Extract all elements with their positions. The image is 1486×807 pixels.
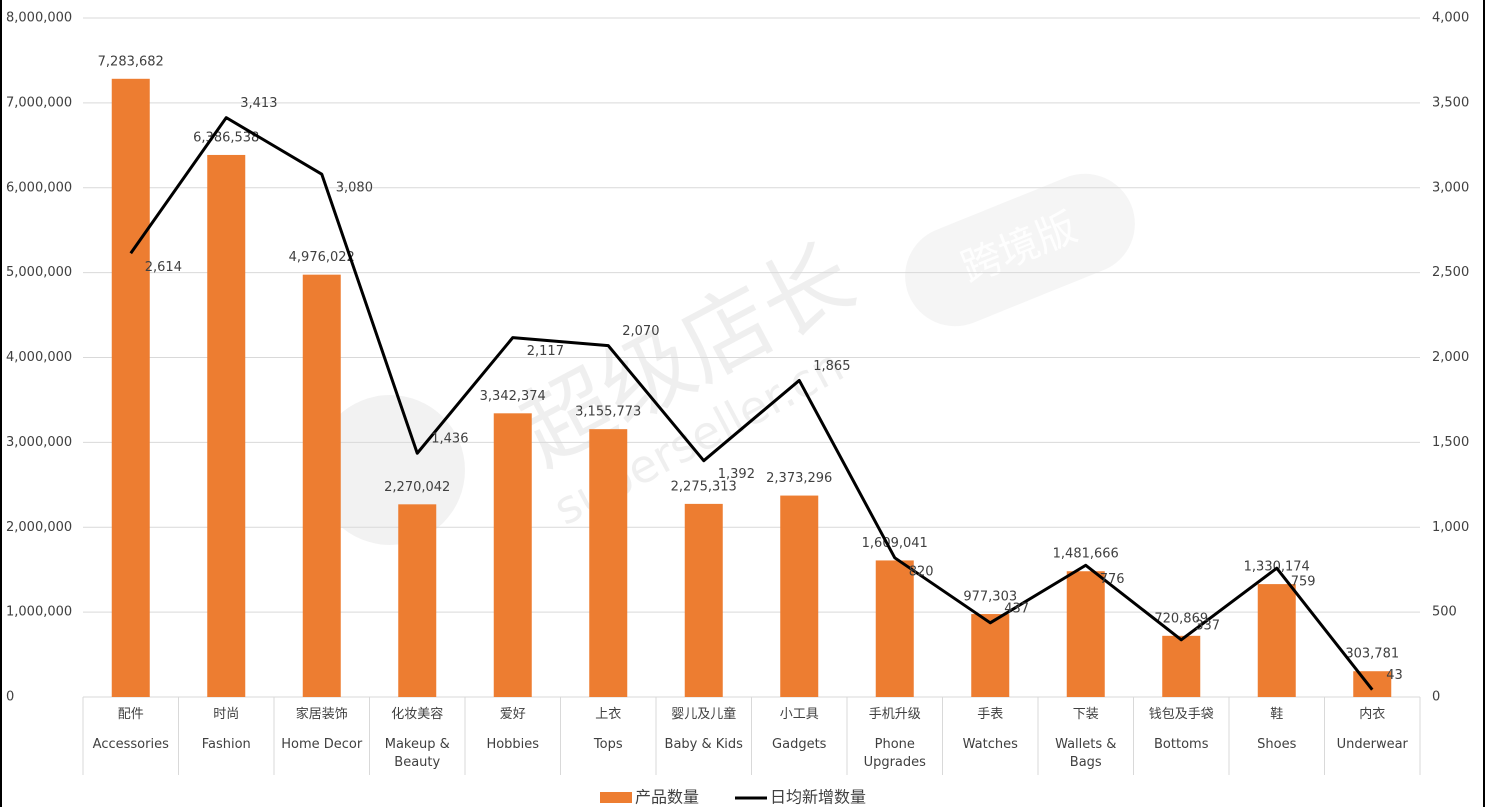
x-tick-label: Fashion bbox=[201, 737, 251, 752]
y2-tick-label: 500 bbox=[1432, 605, 1457, 620]
line-value-label: 820 bbox=[909, 564, 934, 579]
x-tick-label: 手表 bbox=[977, 707, 1004, 722]
line-value-label: 1,865 bbox=[813, 359, 850, 374]
line-value-label: 43 bbox=[1386, 668, 1403, 683]
x-tick-label: 鞋 bbox=[1270, 707, 1284, 722]
bar bbox=[684, 503, 723, 697]
y-tick-label: 8,000,000 bbox=[6, 11, 72, 26]
line-value-label: 3,080 bbox=[336, 181, 373, 196]
x-tick-label: Home Decor bbox=[281, 737, 363, 752]
bar bbox=[971, 614, 1010, 697]
line-value-label: 2,614 bbox=[145, 260, 182, 275]
x-tick-label: Bottoms bbox=[1154, 737, 1209, 752]
bar bbox=[398, 504, 437, 697]
x-tick-label: 下装 bbox=[1072, 707, 1099, 722]
x-tick-label: 钱包及手袋 bbox=[1148, 707, 1214, 722]
bar-value-label: 2,270,042 bbox=[384, 480, 450, 495]
y2-tick-label: 2,000 bbox=[1432, 350, 1469, 365]
line-value-label: 1,436 bbox=[431, 432, 468, 447]
x-tick-label: Phone Upgrades bbox=[863, 737, 926, 770]
bar-value-label: 3,155,773 bbox=[575, 405, 641, 420]
bar bbox=[111, 78, 150, 698]
line-value-label: 2,117 bbox=[527, 344, 564, 359]
x-tick-label: Gadgets bbox=[772, 737, 827, 752]
line-value-label: 3,413 bbox=[240, 96, 277, 111]
x-tick-label: Shoes bbox=[1257, 737, 1297, 752]
line-value-label: 1,392 bbox=[718, 467, 755, 482]
line bbox=[129, 116, 1374, 691]
x-tick-label: Baby & Kids bbox=[664, 737, 743, 752]
x-tick-label: 手机升级 bbox=[868, 707, 921, 722]
y-tick-label: 0 bbox=[6, 690, 14, 705]
bar-value-label: 977,303 bbox=[963, 590, 1017, 605]
x-tick-label: 上衣 bbox=[595, 707, 622, 722]
y-tick-label: 5,000,000 bbox=[6, 265, 72, 280]
x-tick-label: 家居装饰 bbox=[295, 707, 348, 722]
x-tick-label: 时尚 bbox=[213, 707, 240, 722]
x-tick-label: 内衣 bbox=[1359, 707, 1386, 722]
line-value-label: 776 bbox=[1100, 572, 1125, 587]
y2-tick-label: 2,500 bbox=[1432, 265, 1469, 280]
bar-value-label: 2,275,313 bbox=[671, 479, 737, 494]
x-tick-label: 婴儿及儿童 bbox=[671, 707, 737, 722]
bar bbox=[875, 560, 914, 697]
x-tick-label: Wallets & Bags bbox=[1055, 737, 1117, 770]
x-tick-label: Makeup & Beauty bbox=[384, 737, 450, 770]
line-value-label: 759 bbox=[1291, 575, 1316, 590]
y2-tick-label: 4,000 bbox=[1432, 11, 1469, 26]
y2-tick-label: 1,500 bbox=[1432, 435, 1469, 450]
line-value-label: 2,070 bbox=[622, 324, 659, 339]
x-tick-label: Watches bbox=[962, 737, 1018, 752]
x-tick-label: 小工具 bbox=[779, 707, 819, 722]
x-tick-label: Underwear bbox=[1336, 737, 1408, 752]
bar-value-label: 7,283,682 bbox=[98, 54, 164, 69]
bar bbox=[1066, 571, 1105, 697]
y-tick-label: 1,000,000 bbox=[6, 605, 72, 620]
x-tick-label: 爱好 bbox=[499, 707, 526, 722]
y2-tick-label: 3,000 bbox=[1432, 180, 1469, 195]
y-tick-label: 4,000,000 bbox=[6, 350, 72, 365]
x-tick-label: Tops bbox=[593, 737, 623, 752]
bar-value-label: 1,481,666 bbox=[1053, 547, 1119, 562]
bar-value-label: 303,781 bbox=[1345, 647, 1399, 662]
bar-value-label: 2,373,296 bbox=[766, 471, 832, 486]
bar bbox=[207, 154, 246, 698]
legend-swatch bbox=[600, 792, 632, 803]
y2-tick-label: 0 bbox=[1432, 690, 1440, 705]
legend-label: 产品数量 bbox=[635, 788, 699, 807]
bar-value-label: 720,869 bbox=[1154, 611, 1208, 626]
y-tick-label: 6,000,000 bbox=[6, 180, 72, 195]
y-tick-label: 7,000,000 bbox=[6, 95, 72, 110]
line-value-label: 337 bbox=[1195, 618, 1220, 633]
bar bbox=[1162, 635, 1201, 697]
x-tick-label: Accessories bbox=[92, 737, 169, 752]
bar bbox=[589, 429, 628, 697]
line-value-label: 437 bbox=[1004, 601, 1029, 616]
legend-label: 日均新增数量 bbox=[770, 788, 866, 807]
y2-tick-label: 3,500 bbox=[1432, 95, 1469, 110]
x-tick-label: Hobbies bbox=[486, 737, 540, 752]
x-tick-label: 配件 bbox=[117, 707, 144, 722]
y-tick-label: 2,000,000 bbox=[6, 520, 72, 535]
y2-tick-label: 1,000 bbox=[1432, 520, 1469, 535]
bar-value-label: 4,976,022 bbox=[289, 250, 355, 265]
bar bbox=[493, 413, 532, 697]
bar-value-label: 3,342,374 bbox=[480, 389, 546, 404]
y-tick-label: 3,000,000 bbox=[6, 435, 72, 450]
bar bbox=[302, 274, 341, 697]
x-tick-label: 化妆美容 bbox=[391, 707, 444, 722]
bar-value-label: 1,609,041 bbox=[862, 536, 928, 551]
watermark-badge bbox=[905, 173, 1135, 327]
bar bbox=[1257, 584, 1296, 697]
bar bbox=[780, 495, 819, 697]
